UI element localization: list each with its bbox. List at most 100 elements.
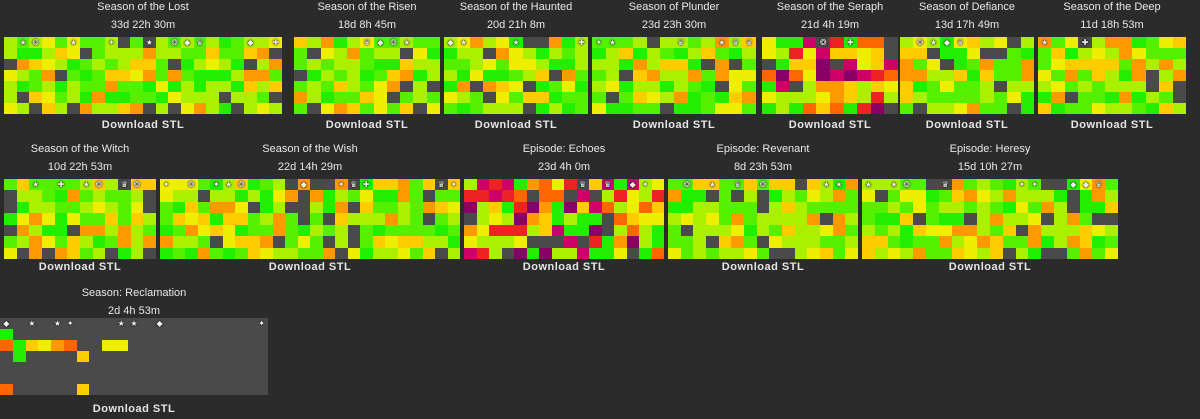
heatmap-cell: [731, 201, 744, 214]
heatmap-cell: [385, 224, 398, 237]
heatmap-cell: [413, 103, 427, 114]
heatmap-cell: [874, 190, 888, 202]
download-stl-button[interactable]: Download STL: [268, 261, 352, 273]
heatmap-cell: [29, 236, 42, 248]
heatmap-cell: [79, 103, 93, 114]
heatmap-cell: [255, 351, 268, 362]
heatmap-cell: [4, 48, 17, 59]
heatmap-cell: [51, 351, 64, 362]
download-stl-button[interactable]: Download STL: [474, 119, 558, 131]
heatmap-cell: [980, 103, 994, 114]
heatmap-cell: [1002, 236, 1016, 248]
heatmap-cell: [1041, 179, 1054, 191]
heatmap-cell: [926, 70, 941, 81]
heatmap-cell: [347, 70, 361, 81]
heatmap-cell: [143, 190, 156, 202]
heatmap-cell: [255, 340, 268, 351]
heatmap-cell: [605, 92, 620, 103]
heatmap-cell: [794, 247, 808, 259]
heatmap-cell: [900, 224, 914, 237]
heatmap-cell: [272, 213, 285, 225]
heatmap-cell: [191, 384, 205, 395]
heatmap-cell: [574, 48, 588, 59]
heatmap-cell: [1064, 103, 1079, 114]
heatmap-cell: [522, 70, 536, 81]
download-stl-button[interactable]: Download STL: [38, 261, 122, 273]
heatmap-cell: [820, 190, 833, 202]
heatmap-cell: [76, 362, 90, 373]
heatmap-cell: [153, 329, 166, 340]
download-stl-button[interactable]: Download STL: [632, 119, 716, 131]
download-stl-button[interactable]: Download STL: [325, 119, 409, 131]
sigil-icon: ❂: [32, 37, 39, 47]
heatmap-cell: [422, 190, 435, 202]
download-stl-button[interactable]: Download STL: [788, 119, 872, 131]
heatmap-cell: [51, 384, 64, 395]
heatmap-cell: ◆: [373, 37, 387, 48]
heatmap-cell: [464, 236, 477, 248]
heatmap-cell: [4, 70, 17, 81]
heatmap-cell: [242, 362, 256, 373]
heatmap-cell: [1145, 103, 1160, 114]
heatmap-cell: [160, 224, 173, 237]
heatmap-cell: [413, 70, 427, 81]
download-stl-button[interactable]: Download STL: [1070, 119, 1154, 131]
heatmap-cell: [701, 37, 715, 48]
heatmap-cell: [633, 81, 647, 92]
heatmap-cell: [422, 213, 435, 225]
heatmap-cell: [444, 103, 458, 114]
heatmap-cell: [127, 351, 141, 362]
season-name: Season: Reclamation: [81, 287, 187, 299]
download-stl-button[interactable]: Download STL: [101, 119, 185, 131]
heatmap-cell: [576, 224, 589, 237]
heatmap-cell: [165, 373, 179, 384]
heatmap-cell: [769, 201, 782, 214]
heatmap-cell: [674, 92, 688, 103]
heatmap-cell: [92, 236, 106, 248]
heatmap-cell: [140, 384, 154, 395]
heatmap-cell: [1105, 236, 1118, 248]
heatmap-cell: [874, 224, 888, 237]
download-stl-button[interactable]: Download STL: [92, 403, 176, 415]
heatmap-cell: [1051, 48, 1065, 59]
heatmap-cell: [718, 224, 732, 237]
heatmap-cell: [1028, 190, 1042, 202]
heatmap-cell: [646, 48, 661, 59]
heatmap-cell: [1054, 236, 1067, 248]
heatmap-cell: [216, 373, 230, 384]
heatmap-cell: [762, 48, 776, 59]
heatmap-cell: ★: [605, 37, 620, 48]
heatmap-grid: ◆ ★ ★ ✚: [444, 37, 588, 114]
heatmap-cell: [857, 59, 871, 70]
heatmap-cell: [426, 59, 440, 70]
heatmap-cell: [548, 37, 562, 48]
heatmap-cell: [589, 224, 602, 237]
heatmap-cell: [1041, 247, 1054, 259]
heatmap-cell: [1172, 59, 1186, 70]
download-stl-button[interactable]: Download STL: [948, 261, 1032, 273]
season-card: Season of Defiance 13d 17h 49m ❂ ★ ◆ ♛ Down…: [900, 1, 1034, 131]
season-name: Season of Plunder: [628, 1, 720, 13]
heatmap-cell: [422, 179, 435, 191]
heatmap-cell: [496, 92, 510, 103]
download-stl-button[interactable]: Download STL: [925, 119, 1009, 131]
heatmap-cell: [117, 92, 131, 103]
heatmap-cell: [244, 103, 257, 114]
heatmap-cell: [551, 236, 564, 248]
heatmap-cell: [12, 362, 26, 373]
heatmap-cell: [900, 247, 914, 259]
heatmap-cell: [1145, 59, 1160, 70]
heatmap-cell: [180, 92, 194, 103]
heatmap-cell: [444, 48, 458, 59]
heatmap-cell: [807, 224, 820, 237]
heatmap-cell: [231, 81, 245, 92]
heatmap-cell: [913, 48, 927, 59]
heatmap-cell: [92, 201, 106, 214]
heatmap-cell: [619, 81, 633, 92]
download-stl-button[interactable]: Download STL: [522, 261, 606, 273]
heatmap-cell: [191, 373, 205, 384]
heatmap-cell: [272, 236, 285, 248]
heatmap-cell: ♛: [601, 179, 614, 191]
heatmap-cell: [130, 224, 144, 237]
download-stl-button[interactable]: Download STL: [721, 261, 805, 273]
